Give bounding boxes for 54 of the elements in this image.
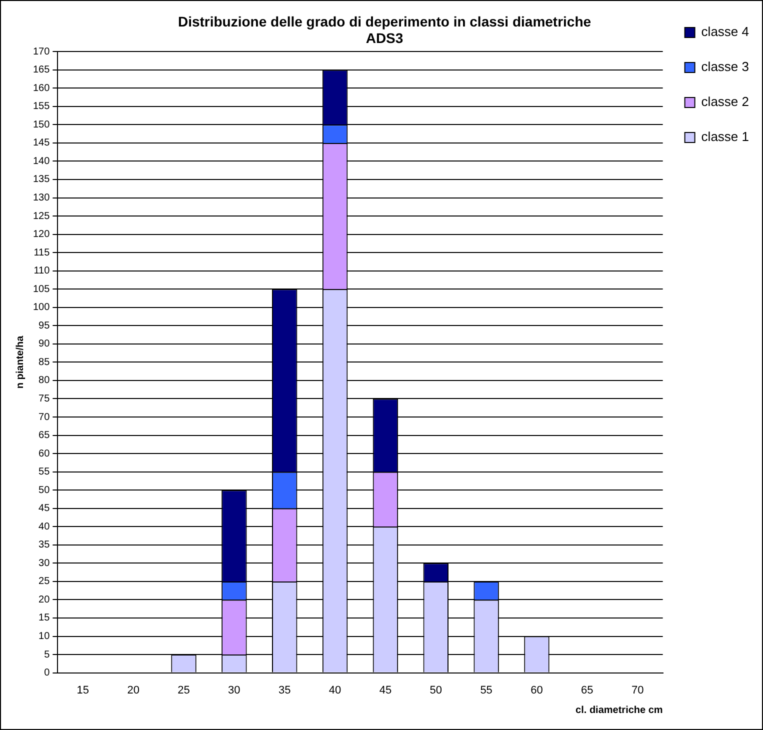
y-tick-label: 65 bbox=[38, 430, 50, 442]
x-tick-label: 40 bbox=[328, 684, 342, 696]
y-tick-label: 150 bbox=[32, 119, 50, 130]
y-tick-label: 70 bbox=[38, 412, 50, 423]
legend-label: classe 1 bbox=[701, 129, 750, 144]
x-tick-label: 25 bbox=[178, 684, 190, 696]
y-tick-label: 100 bbox=[32, 302, 50, 314]
legend-label: classe 4 bbox=[701, 24, 750, 40]
y-tick-label: 5 bbox=[44, 649, 50, 660]
y-tick-label: 90 bbox=[38, 338, 50, 350]
y-tick-label: 140 bbox=[32, 156, 50, 167]
y-tick-label: 85 bbox=[38, 356, 50, 368]
y-tick-label: 25 bbox=[38, 576, 50, 588]
x-tick-label: 15 bbox=[76, 684, 90, 696]
y-tick-label: 170 bbox=[32, 46, 50, 58]
x-tick-label: 35 bbox=[278, 684, 291, 696]
x-tick-label: 50 bbox=[430, 684, 442, 696]
y-axis-title: n piante/ha bbox=[14, 335, 26, 389]
y-tick-label: 110 bbox=[34, 266, 50, 277]
y-tick-label: 115 bbox=[34, 247, 50, 258]
y-tick-label: 0 bbox=[44, 668, 50, 679]
x-tick-label: 20 bbox=[127, 684, 140, 696]
y-tick-label: 80 bbox=[38, 375, 50, 386]
x-tick-label: 70 bbox=[631, 684, 644, 696]
x-tick-label: 30 bbox=[228, 684, 240, 696]
y-tick-label: 60 bbox=[38, 448, 50, 460]
y-tick-label: 135 bbox=[32, 174, 50, 186]
y-tick-label: 55 bbox=[38, 466, 50, 478]
x-tick-label: 45 bbox=[379, 684, 392, 696]
x-axis-title: cl. diametriche cm bbox=[576, 704, 663, 716]
y-tick-label: 45 bbox=[38, 503, 50, 514]
y-tick-label: 10 bbox=[38, 631, 50, 642]
y-tick-label: 35 bbox=[38, 540, 50, 551]
y-tick-label: 155 bbox=[32, 101, 50, 112]
x-tick-label: 55 bbox=[480, 684, 492, 696]
y-tick-label: 160 bbox=[32, 82, 50, 94]
y-tick-label: 15 bbox=[38, 612, 50, 624]
legend-label: classe 2 bbox=[701, 94, 750, 110]
y-tick-label: 75 bbox=[38, 393, 50, 404]
y-tick-label: 95 bbox=[38, 320, 50, 332]
legend-label: classe 3 bbox=[701, 59, 750, 74]
y-tick-label: 130 bbox=[32, 192, 50, 204]
y-tick-label: 165 bbox=[32, 64, 50, 76]
y-tick-label: 30 bbox=[38, 558, 50, 569]
y-tick-label: 105 bbox=[32, 284, 50, 295]
y-tick-label: 120 bbox=[32, 229, 50, 240]
y-tick-label: 20 bbox=[38, 594, 50, 606]
y-tick-label: 40 bbox=[38, 521, 50, 532]
y-tick-label: 50 bbox=[38, 484, 50, 496]
y-tick-label: 145 bbox=[32, 138, 50, 149]
y-tick-label: 125 bbox=[32, 210, 50, 222]
x-tick-label: 65 bbox=[581, 684, 594, 696]
x-tick-label: 60 bbox=[530, 684, 543, 696]
chart-title: Distribuzione delle grado di deperimento in classi diametriche ADS3 bbox=[178, 13, 592, 46]
